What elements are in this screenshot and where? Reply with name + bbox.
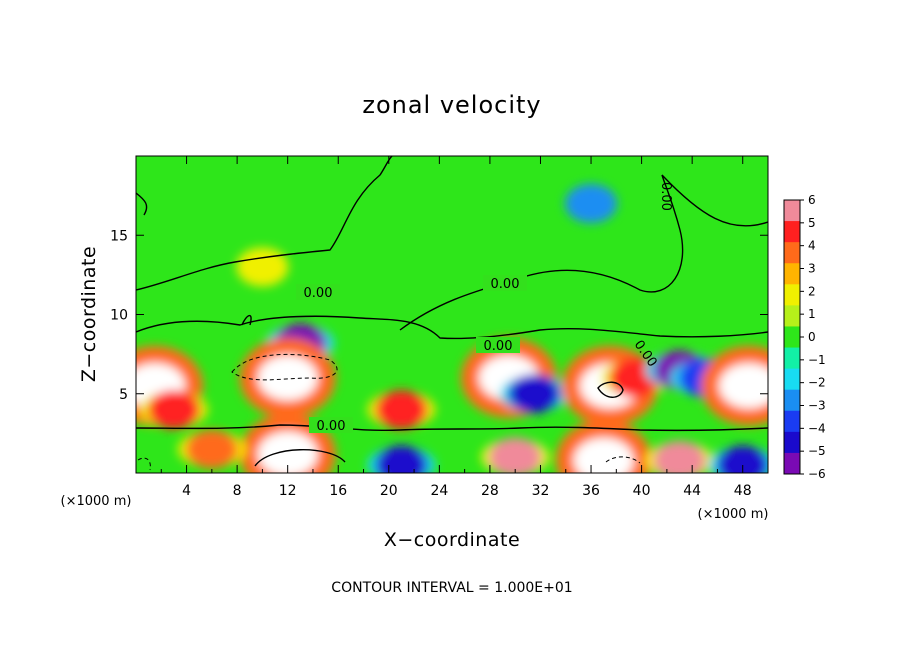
x-tick-label: 48: [734, 483, 752, 499]
y-tick-label: 15: [110, 228, 128, 244]
chart-title: zonal velocity: [362, 91, 541, 119]
zero-contour-upper-right-edge: [661, 174, 768, 227]
zero-contour-small: [241, 314, 252, 326]
zero-contour-mid: [136, 315, 768, 340]
colorbar-swatch: [784, 263, 800, 285]
colorbar-label: 0: [808, 330, 816, 344]
field-background: [136, 156, 768, 473]
colorbar-label: −1: [808, 353, 826, 367]
colorbar-swatch: [784, 326, 800, 349]
colorbar: 6 5 4 3 2 1 0 −1 −2 −3 −4 −5 −6: [783, 193, 826, 481]
positive-contour-cell: [597, 381, 624, 398]
x-tick-label: 20: [380, 483, 398, 499]
x-tick-label: 40: [633, 483, 651, 499]
colorbar-swatch: [784, 389, 800, 412]
colorbar-swatch: [784, 284, 800, 306]
colorbar-label: 1: [808, 307, 816, 321]
field-blob: [653, 440, 706, 473]
contour-label-bg: [309, 417, 353, 433]
colorbar-swatch: [784, 410, 800, 433]
colorbar-swatch: [784, 242, 800, 264]
field-blob: [375, 445, 428, 473]
colorbar-label: 2: [808, 284, 816, 298]
y-tick-label: 5: [119, 387, 128, 403]
zero-contour-low: [136, 424, 768, 432]
y-axis: 5 10 15: [110, 228, 768, 403]
field-blob: [257, 431, 318, 473]
y-axis-label: Z−coordinate: [78, 246, 100, 382]
contour-label: 0.00: [658, 182, 673, 211]
x-tick-label: 24: [430, 483, 448, 499]
field-blob: [257, 355, 318, 401]
field-blob: [489, 437, 542, 473]
colorbar-swatch: [784, 221, 800, 243]
field-blob: [236, 247, 289, 287]
x-tick-label: 44: [683, 483, 701, 499]
x-axis: 4 8 12 16 20 24 28 32 36 40 44 48: [160, 156, 752, 499]
contour-label: 0.00: [317, 419, 346, 434]
colorbar-label: −5: [808, 444, 826, 458]
colorbar-swatch: [784, 452, 800, 475]
colorbar-label: −2: [808, 376, 826, 390]
field-blob: [185, 429, 238, 469]
x-axis-label: X−coordinate: [384, 529, 520, 551]
colorbar-swatch: [784, 305, 800, 327]
colorbar-swatch: [784, 431, 800, 454]
contour-labels: 0.00 0.00 0.00 0.00 0.00 0.00: [296, 182, 673, 434]
contour-interval-note: CONTOUR INTERVAL = 1.000E+01: [331, 580, 572, 596]
colorbar-label: 6: [808, 193, 816, 207]
negative-contour-corner: [137, 457, 151, 471]
field-blob: [147, 390, 200, 430]
x-tick-label: 4: [182, 483, 191, 499]
colorbar-label: −3: [808, 399, 826, 413]
colorbar-label: 3: [808, 262, 816, 276]
x-axis-unit: (×1000 m): [698, 507, 769, 522]
colorbar-swatch: [784, 368, 800, 391]
zero-contour-corner: [136, 192, 148, 216]
positive-contour-bottom: [254, 449, 346, 467]
contour-label-bg: [476, 337, 520, 353]
contour-label: 0.00: [304, 286, 333, 301]
zero-contour-upper-left: [136, 156, 393, 291]
x-tick-label: 12: [279, 483, 297, 499]
field-blob: [573, 437, 634, 473]
contour-label-bg: [483, 275, 527, 291]
x-tick-label: 36: [582, 483, 600, 499]
velocity-field: [136, 184, 768, 473]
plot-area: 0.00 0.00 0.00 0.00 0.00 0.00: [136, 156, 768, 473]
x-tick-label: 28: [481, 483, 499, 499]
colorbar-swatch: [784, 347, 800, 370]
field-blob: [719, 363, 768, 409]
negative-contour-left: [231, 354, 338, 381]
x-tick-label: 8: [233, 483, 242, 499]
colorbar-label: −6: [808, 467, 826, 481]
negative-contour-right: [605, 456, 641, 464]
field-blob: [375, 390, 428, 430]
field-blob: [716, 445, 768, 473]
contour-label: 0.00: [484, 339, 513, 354]
colorbar-label: 5: [808, 216, 816, 230]
y-axis-unit: (×1000 m): [61, 494, 132, 509]
colorbar-label: 4: [808, 239, 816, 253]
y-tick-label: 10: [110, 308, 128, 324]
x-tick-label: 16: [329, 483, 347, 499]
colorbar-swatch: [784, 200, 800, 222]
contour-label: 0.00: [491, 277, 520, 292]
field-blob: [508, 374, 561, 414]
negative-contours: [137, 354, 641, 471]
field-blob: [565, 184, 618, 224]
contour-label-bg: [296, 284, 340, 300]
x-tick-label: 32: [532, 483, 550, 499]
zero-contour-upper-right: [399, 174, 684, 331]
colorbar-label: −4: [808, 421, 826, 435]
contour-lines: [136, 156, 768, 467]
